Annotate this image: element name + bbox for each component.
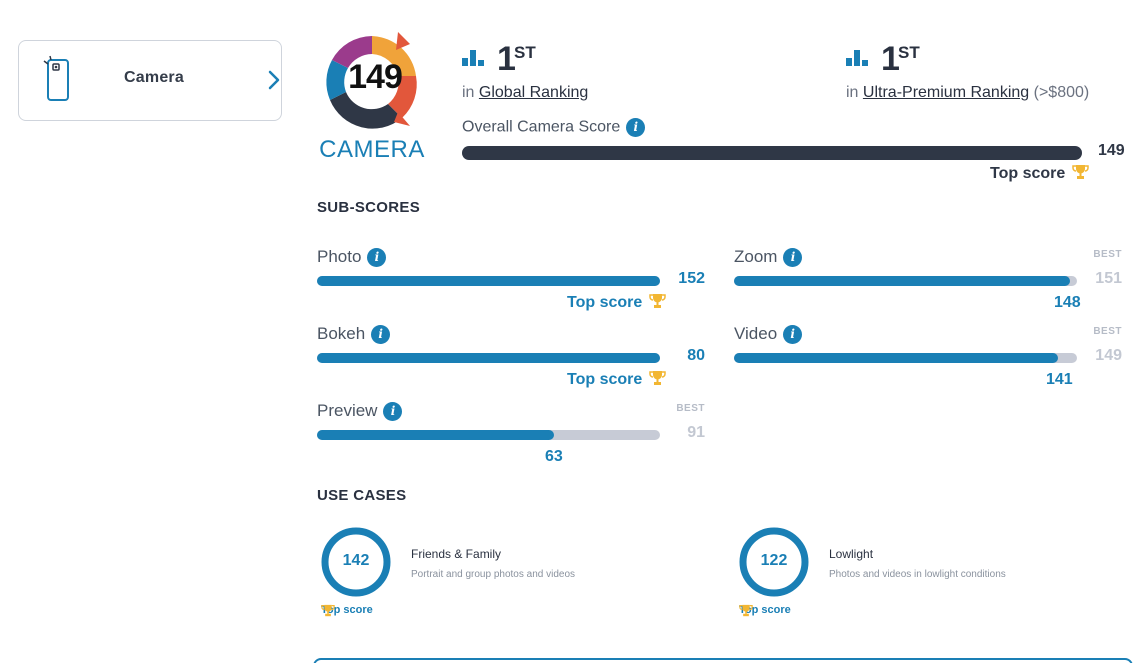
subscore-preview: Preview i BEST 91 63: [317, 401, 707, 471]
overall-score-bar: [462, 146, 1082, 160]
subscore-name-label: Photo i: [317, 247, 387, 268]
overall-score-value: 149: [1098, 142, 1125, 159]
use-case-title: Lowlight: [829, 547, 874, 561]
badge-score: 149: [348, 58, 403, 96]
top-score-badge: Top score: [567, 370, 666, 389]
premium-rank-number: 1: [881, 40, 900, 78]
subscore-video: Video i BEST 149 141: [734, 324, 1124, 394]
info-icon[interactable]: i: [783, 325, 803, 345]
trophy-icon: [648, 371, 666, 385]
use-cases-title: USE CASES: [317, 487, 407, 504]
info-icon[interactable]: i: [367, 248, 387, 268]
overall-score-label: Overall Camera Score: [462, 118, 621, 136]
trophy-icon: [1071, 165, 1089, 179]
subscore-fill: [317, 353, 660, 363]
trophy-icon: [739, 604, 753, 617]
info-icon[interactable]: i: [383, 402, 403, 422]
top-score-badge: Top score: [739, 604, 791, 617]
badge-word: CAMERA: [319, 136, 425, 163]
subscore-bokeh: Bokeh i 80 Top score: [317, 324, 707, 394]
use-case-title: Friends & Family: [411, 547, 502, 561]
premium-rank-suffix: ST: [898, 43, 920, 62]
subscore-name: Bokeh: [317, 324, 366, 343]
next-section-border: [313, 658, 1133, 663]
subscore-fill: [734, 276, 1071, 286]
subscore-value: 63: [545, 448, 563, 465]
subscore-track: [734, 353, 1077, 363]
subscore-name: Zoom: [734, 247, 778, 266]
premium-price-range: (>$800): [1029, 84, 1090, 101]
best-value: 149: [1095, 347, 1122, 364]
camera-score-badge: 149 CAMERA: [316, 30, 428, 164]
badge-ring-logo: [326, 32, 417, 129]
use-case-description: Photos and videos in lowlight conditions: [829, 569, 1006, 580]
subscore-zoom: Zoom i BEST 151 148: [734, 247, 1124, 317]
top-score-badge: Top score: [321, 604, 373, 617]
global-rank-number: 1: [497, 40, 516, 78]
overall-score-heading: Overall Camera Score i: [462, 118, 646, 137]
info-icon[interactable]: i: [783, 248, 803, 268]
subscore-value: 148: [1054, 294, 1081, 311]
use-case-ring: [321, 527, 391, 597]
use-case-friends-family[interactable]: 142 Friends & Family Portrait and group …: [320, 526, 680, 626]
top-score-label: Top score: [567, 294, 643, 311]
global-ranking: 1 ST in Global Ranking: [462, 34, 822, 106]
ranking-bars-icon: [462, 50, 484, 66]
subscore-track: [317, 430, 660, 440]
subscore-fill: [317, 276, 660, 286]
use-case-description: Portrait and group photos and videos: [411, 569, 575, 580]
best-value: 151: [1095, 270, 1122, 287]
ultra-premium-ranking-link[interactable]: Ultra-Premium Ranking: [862, 84, 1030, 101]
global-ranking-link[interactable]: Global Ranking: [478, 84, 589, 101]
top-score-badge: Top score: [567, 293, 666, 312]
subscore-photo: Photo i 152 Top score: [317, 247, 707, 317]
phone-camera-icon: [43, 55, 69, 101]
subscore-value: 141: [1046, 371, 1073, 388]
ranking-bars-icon: [846, 50, 868, 66]
subscore-name: Preview: [317, 401, 378, 420]
top-score-label: Top score: [990, 165, 1066, 182]
use-case-score: 142: [342, 552, 370, 569]
overall-top-score: Top score: [990, 164, 1089, 183]
global-rank-prefix: in: [462, 84, 475, 101]
camera-category-card[interactable]: Camera: [18, 40, 282, 121]
subscore-track: [317, 276, 660, 286]
use-case-score: 122: [760, 552, 788, 569]
ultra-premium-ranking: 1 ST in Ultra-Premium Ranking (>$800): [846, 34, 1136, 106]
use-case-lowlight[interactable]: 122 Lowlight Photos and videos in lowlig…: [738, 526, 1098, 626]
subscore-name: Photo: [317, 247, 362, 266]
chevron-right-icon: [268, 70, 280, 90]
best-label: BEST: [676, 403, 705, 414]
trophy-icon: [321, 604, 335, 617]
best-label: BEST: [1093, 326, 1122, 337]
premium-rank-prefix: in: [846, 84, 859, 101]
best-value: 91: [687, 424, 705, 441]
info-icon[interactable]: i: [371, 325, 391, 345]
subscore-fill: [317, 430, 555, 440]
subscore-fill: [734, 353, 1059, 363]
subscore-name: Video: [734, 324, 778, 343]
subscore-name-label: Video i: [734, 324, 803, 345]
subscore-track: [734, 276, 1077, 286]
subscores-title: SUB-SCORES: [317, 199, 421, 216]
info-icon[interactable]: i: [626, 118, 646, 137]
use-case-ring: [739, 527, 809, 597]
best-label: BEST: [1093, 249, 1122, 260]
subscore-name-label: Preview i: [317, 401, 403, 422]
top-score-label: Top score: [567, 371, 643, 388]
subscore-name-label: Zoom i: [734, 247, 803, 268]
subscore-value: 152: [678, 270, 705, 287]
trophy-icon: [648, 294, 666, 308]
subscore-value: 80: [687, 347, 705, 364]
subscore-name-label: Bokeh i: [317, 324, 391, 345]
camera-card-label: Camera: [124, 69, 184, 86]
subscore-track: [317, 353, 660, 363]
global-rank-suffix: ST: [514, 43, 536, 62]
